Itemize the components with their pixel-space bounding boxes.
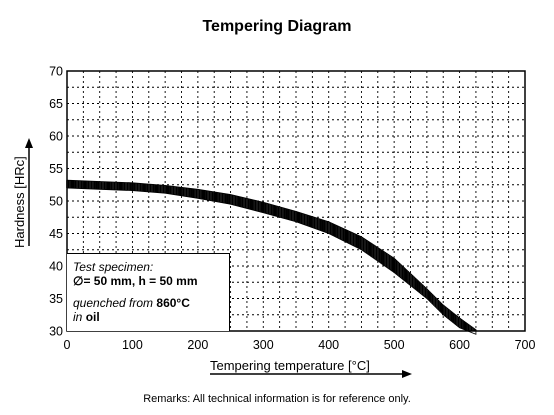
chart-title: Tempering Diagram	[202, 18, 352, 35]
specimen-dimensions: ∅= 50 mm, h = 50 mm	[73, 274, 198, 288]
hardness-band	[66, 179, 477, 335]
x-tick-label: 700	[515, 338, 536, 352]
diameter-symbol: ∅	[73, 274, 84, 288]
tick-labels: 0 100 200 300 400 500 600 700 30 35 40 45 50 55 60 65 70	[49, 65, 535, 353]
y-tick-label: 50	[49, 195, 63, 209]
x-tick-label: 100	[122, 338, 143, 352]
y-tick-label: 55	[49, 162, 63, 176]
y-tick-label: 70	[49, 65, 63, 79]
medium-info: in oil	[73, 310, 100, 324]
specimen-heading: Test specimen:	[73, 260, 154, 274]
quench-info: quenched from 860°C	[73, 296, 190, 310]
y-axis-label: Hardness [HRc]	[12, 156, 27, 248]
specimen-info-box: Test specimen: ∅= 50 mm, h = 50 mm quenc…	[67, 253, 230, 331]
x-tick-label: 0	[64, 338, 71, 352]
x-tick-label: 600	[449, 338, 470, 352]
x-axis-label: Tempering temperature [°C]	[210, 358, 370, 373]
x-tick-label: 300	[253, 338, 274, 352]
y-tick-label: 30	[49, 325, 63, 339]
x-tick-label: 200	[187, 338, 208, 352]
y-tick-label: 60	[49, 130, 63, 144]
y-axis-arrowhead	[25, 138, 33, 148]
y-tick-label: 35	[49, 292, 63, 306]
axis-arrows	[25, 138, 412, 378]
remarks: Remarks: All technical information is fo…	[143, 393, 411, 405]
x-axis-arrowhead	[402, 370, 412, 378]
plot-frame	[66, 70, 526, 332]
y-tick-label: 65	[49, 97, 63, 111]
y-tick-label: 40	[49, 260, 63, 274]
x-tick-label: 400	[318, 338, 339, 352]
y-tick-label: 45	[49, 227, 63, 241]
x-tick-label: 500	[384, 338, 405, 352]
